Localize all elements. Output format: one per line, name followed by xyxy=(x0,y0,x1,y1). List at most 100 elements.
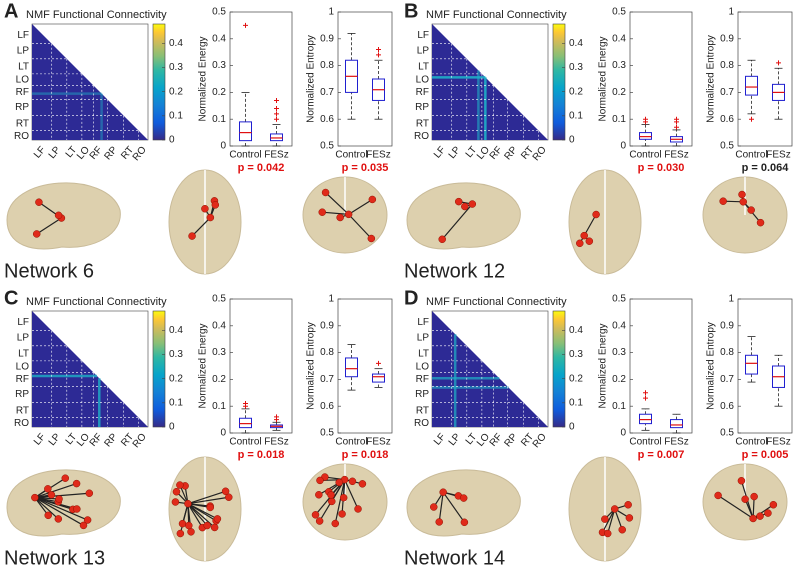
network-node xyxy=(592,210,600,219)
network-node xyxy=(714,491,722,500)
row-label: LO xyxy=(16,74,30,85)
x-tick-label: Control xyxy=(229,150,261,161)
axes-frame xyxy=(229,11,293,147)
network-edge xyxy=(34,497,84,526)
x-tick-label: Control xyxy=(335,437,367,448)
y-tick-label: 0.5 xyxy=(320,428,334,439)
network-node xyxy=(171,498,180,506)
colorbar-tick-label: 0.2 xyxy=(169,86,183,97)
network-node xyxy=(85,489,94,497)
x-tick-label: Control xyxy=(335,150,367,161)
x-tick-label: FESz xyxy=(366,437,390,448)
network-node xyxy=(769,500,778,509)
network-edge xyxy=(34,492,90,499)
colorbar-tick-label: 0.3 xyxy=(569,62,583,73)
y-tick-label: 0.6 xyxy=(320,114,334,125)
brain-view xyxy=(568,456,642,562)
network-edge xyxy=(187,496,229,505)
y-tick-label: 0 xyxy=(620,141,626,152)
row-label: LP xyxy=(17,45,30,56)
p-value: p = 0.064 xyxy=(742,162,790,174)
network-node xyxy=(172,487,181,496)
network-node xyxy=(321,188,330,197)
y-tick-label: 0.8 xyxy=(320,347,334,358)
x-tick-label: FESz xyxy=(264,437,288,448)
row-label: LF xyxy=(17,317,29,328)
outlier xyxy=(376,52,381,58)
network-node xyxy=(79,521,88,530)
network-edge xyxy=(344,479,359,510)
panel-letter: A xyxy=(4,0,18,22)
y-tick-label: 0.3 xyxy=(212,60,226,71)
y-axis-label: Normalized Entropy xyxy=(706,322,717,410)
network-node xyxy=(468,200,477,208)
network-node xyxy=(55,495,63,503)
box xyxy=(745,75,758,96)
y-tick-label: 0.7 xyxy=(320,87,334,98)
network-edge xyxy=(348,213,372,239)
network-node xyxy=(210,523,219,532)
y-tick-label: 0.9 xyxy=(720,33,734,44)
column-label: RO xyxy=(531,431,549,450)
network-node xyxy=(756,512,764,520)
row-label: LT xyxy=(418,349,429,360)
x-tick-label: FESz xyxy=(664,437,688,448)
outlier xyxy=(274,111,279,117)
brain-view xyxy=(302,463,388,541)
column-label: LT xyxy=(464,145,479,160)
box xyxy=(639,413,652,425)
network-edge xyxy=(322,211,349,215)
x-tick-label: FESz xyxy=(766,437,790,448)
box xyxy=(372,373,385,383)
y-tick-label: 0.8 xyxy=(720,60,734,71)
box xyxy=(670,419,683,429)
axes-frame xyxy=(229,298,293,434)
network-node xyxy=(737,477,746,485)
row-label: RO xyxy=(14,418,29,429)
y-tick-label: 0.6 xyxy=(720,114,734,125)
row-label: LO xyxy=(416,361,430,372)
row-label: RF xyxy=(16,374,29,385)
y-tick-label: 0.5 xyxy=(720,141,734,152)
column-label: RO xyxy=(131,144,149,163)
network-node xyxy=(83,516,92,524)
y-axis-label: Normalized Entropy xyxy=(306,35,317,123)
network-label: Network 14 xyxy=(404,547,505,569)
network-node xyxy=(348,477,357,486)
network-node xyxy=(764,509,772,517)
network-node xyxy=(213,515,222,523)
heatmap-title: NMF Functional Connectivity xyxy=(26,9,167,21)
network-node xyxy=(338,510,346,518)
p-value: p = 0.042 xyxy=(238,162,285,174)
column-label: LF xyxy=(432,432,448,448)
outlier xyxy=(243,401,248,407)
column-label: LT xyxy=(64,432,79,447)
heatmap-title: NMF Functional Connectivity xyxy=(26,296,167,308)
network-node xyxy=(225,493,233,501)
network-node xyxy=(211,201,220,209)
row-label: LT xyxy=(418,62,429,73)
colorbar-tick-label: 0.4 xyxy=(569,325,583,336)
brain-sagittal xyxy=(6,469,121,537)
row-label: RP xyxy=(415,102,429,113)
y-tick-label: 0.3 xyxy=(212,347,226,358)
brain-view xyxy=(702,463,788,541)
brain-view xyxy=(6,182,121,250)
box xyxy=(345,357,358,378)
outlier xyxy=(274,414,279,420)
y-tick-label: 1 xyxy=(728,294,734,305)
network-node xyxy=(44,511,52,520)
column-label: LF xyxy=(32,432,48,448)
axes-frame xyxy=(629,298,693,434)
y-tick-label: 1 xyxy=(328,7,334,18)
network-node xyxy=(336,213,344,222)
network-edge xyxy=(607,508,616,534)
network-edge xyxy=(34,497,88,521)
matrix-triangle xyxy=(432,311,548,427)
y-tick-label: 0.9 xyxy=(320,33,334,44)
y-tick-label: 0.3 xyxy=(612,347,626,358)
y-tick-label: 0.4 xyxy=(212,33,226,44)
colorbar xyxy=(152,310,166,428)
network-node xyxy=(32,230,41,238)
